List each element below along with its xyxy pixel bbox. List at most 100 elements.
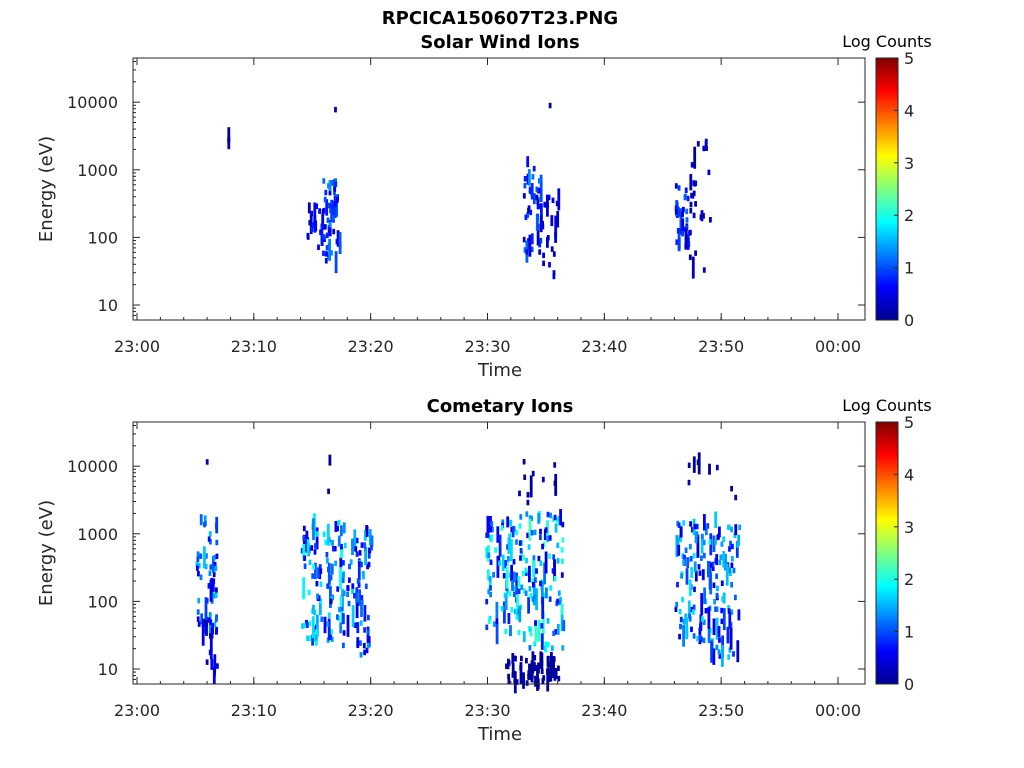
heatmap-cell xyxy=(528,565,531,583)
heatmap-cell xyxy=(530,660,534,683)
x-axis-label: Time xyxy=(477,360,522,381)
heatmap-cell xyxy=(209,619,213,625)
heatmap-cell xyxy=(552,630,556,637)
heatmap-cell xyxy=(312,604,315,611)
heatmap-cell xyxy=(541,678,545,684)
heatmap-cell xyxy=(694,532,698,544)
heatmap-cell xyxy=(735,541,739,558)
heatmap-cell xyxy=(697,564,701,570)
heatmap-cell xyxy=(366,629,370,636)
heatmap-cell xyxy=(487,618,491,624)
heatmap-cell xyxy=(313,609,317,616)
heatmap-cell xyxy=(340,601,344,624)
heatmap-cell xyxy=(689,208,693,214)
heatmap-cell xyxy=(506,516,510,528)
heatmap-cell xyxy=(319,598,323,604)
heatmap-cell xyxy=(320,616,324,622)
heatmap-cell xyxy=(523,247,527,253)
heatmap-cell xyxy=(339,557,343,569)
heatmap-cell xyxy=(541,476,545,483)
heatmap-cell xyxy=(702,619,706,625)
heatmap-cell xyxy=(561,521,565,528)
heatmap-cell xyxy=(341,572,345,578)
heatmap-cell xyxy=(560,572,564,578)
heatmap-cell xyxy=(720,580,724,586)
heatmap-cell xyxy=(714,539,717,545)
x-tick-label: 23:20 xyxy=(348,701,394,720)
heatmap-cell xyxy=(721,596,725,602)
heatmap-cell xyxy=(708,463,711,475)
heatmap-cell xyxy=(489,585,492,591)
heatmap-cell xyxy=(686,557,690,569)
heatmap-cell xyxy=(328,180,332,191)
colorbar xyxy=(875,421,899,685)
heatmap-cell xyxy=(538,178,541,184)
heatmap-cell xyxy=(356,622,360,634)
heatmap-cell xyxy=(340,543,343,550)
heatmap-cell xyxy=(319,568,323,574)
heatmap-cell xyxy=(737,534,741,546)
heatmap-cell xyxy=(215,629,218,635)
heatmap-cell xyxy=(730,485,733,492)
heatmap-cell xyxy=(558,599,562,606)
heatmap-cell xyxy=(717,626,721,637)
heatmap-cell xyxy=(676,537,680,549)
heatmap-cell xyxy=(689,521,692,527)
heatmap-cell xyxy=(687,600,691,617)
heatmap-cell xyxy=(528,645,532,651)
heatmap-cell xyxy=(517,576,521,588)
heatmap-cell xyxy=(334,560,337,567)
heatmap-cell xyxy=(561,537,565,543)
heatmap-cell xyxy=(520,584,524,590)
heatmap-cell xyxy=(701,569,705,581)
heatmap-cell xyxy=(546,235,550,241)
heatmap-cell xyxy=(546,236,549,248)
heatmap-cell xyxy=(322,234,326,240)
heatmap-cell xyxy=(728,647,732,653)
heatmap-cell xyxy=(718,526,721,538)
heatmap-cell xyxy=(535,588,538,611)
heatmap-cell xyxy=(692,633,696,639)
heatmap-cell xyxy=(544,527,548,533)
heatmap-cell xyxy=(512,571,516,583)
heatmap-cell xyxy=(324,539,328,545)
heatmap-cell xyxy=(534,675,537,687)
heatmap-cell xyxy=(353,529,357,552)
heatmap-cell xyxy=(337,519,341,526)
heatmap-cell xyxy=(532,193,536,205)
y-tick-label: 1000 xyxy=(77,161,118,180)
heatmap-cell xyxy=(546,511,550,518)
heatmap-cell xyxy=(207,583,211,589)
heatmap-cell xyxy=(314,635,318,641)
x-tick-label: 23:30 xyxy=(464,701,510,720)
heatmap-cell xyxy=(328,202,331,209)
heatmap-cell xyxy=(197,570,200,577)
heatmap-cell xyxy=(306,539,310,556)
heatmap-cell xyxy=(333,201,337,207)
heatmap-cell xyxy=(546,669,549,675)
heatmap-cell xyxy=(505,566,509,589)
heatmap-cell xyxy=(339,595,343,607)
heatmap-cell xyxy=(199,553,203,559)
heatmap-cell xyxy=(324,258,328,264)
heatmap-cell xyxy=(306,232,310,239)
heatmap-cell xyxy=(326,583,330,589)
heatmap-cell xyxy=(508,591,512,597)
heatmap-cell xyxy=(674,205,678,211)
heatmap-cell xyxy=(511,526,515,538)
heatmap-cell xyxy=(489,559,493,565)
heatmap-cell xyxy=(555,200,559,207)
heatmap-cell xyxy=(353,593,356,599)
heatmap-cell xyxy=(357,582,361,588)
heatmap-cell xyxy=(540,221,543,228)
heatmap-cell xyxy=(510,539,513,562)
heatmap-cell xyxy=(546,202,549,209)
heatmap-cell xyxy=(702,552,706,559)
heatmap-cell xyxy=(509,625,512,637)
colorbar-tick-label: 0 xyxy=(904,311,914,330)
heatmap-cell xyxy=(359,620,363,626)
heatmap-cell xyxy=(540,203,543,226)
heatmap-cell xyxy=(712,535,716,552)
heatmap-cell xyxy=(709,562,713,568)
heatmap-cell xyxy=(327,618,331,641)
